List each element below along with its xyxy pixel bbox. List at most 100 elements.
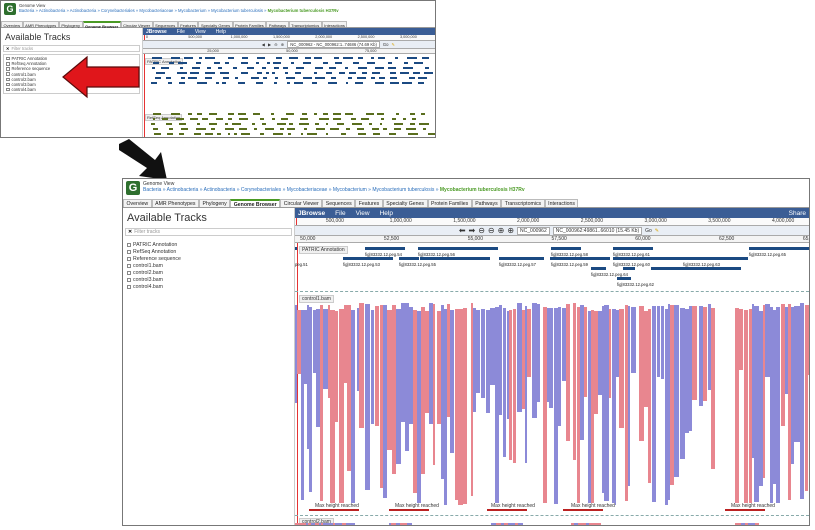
gene-feature[interactable]: [366, 62, 376, 64]
gene-feature[interactable]: [287, 133, 292, 135]
checkbox-icon[interactable]: [6, 77, 10, 82]
read-alignment[interactable]: [462, 307, 468, 504]
read-alignment[interactable]: [680, 307, 685, 460]
menu-view[interactable]: View: [355, 209, 370, 217]
read-alignment[interactable]: [403, 523, 408, 525]
gene-feature[interactable]: [190, 118, 199, 120]
track-item[interactable]: control2.bam: [6, 77, 137, 82]
read-alignment[interactable]: [765, 303, 770, 378]
read-alignment[interactable]: [608, 308, 612, 399]
gene-feature[interactable]: [390, 72, 396, 74]
gene-feature[interactable]: [224, 128, 235, 130]
gene-feature[interactable]: [315, 67, 324, 69]
read-alignment[interactable]: [391, 523, 396, 525]
gene-feature[interactable]: [237, 113, 246, 115]
read-alignment[interactable]: [342, 523, 347, 525]
read-alignment[interactable]: [735, 523, 739, 525]
read-alignment[interactable]: [473, 308, 477, 412]
read-alignment[interactable]: [517, 303, 523, 412]
read-alignment[interactable]: [624, 305, 628, 502]
gene-feature[interactable]: [304, 57, 311, 59]
gene-feature[interactable]: [407, 57, 417, 59]
gene-feature[interactable]: [260, 133, 265, 135]
genome-overview[interactable]: 500,000 1,000,000 1,500,000 2,000,000 2,500,…: [295, 218, 809, 226]
read-alignment[interactable]: [490, 307, 495, 386]
gene-feature[interactable]: [266, 62, 271, 64]
gene-feature[interactable]: [371, 72, 380, 74]
gene-feature[interactable]: [427, 133, 435, 135]
tab-phylogeny[interactable]: Phylogeny: [199, 199, 231, 207]
read-alignment[interactable]: [558, 307, 562, 427]
read-alignment[interactable]: [805, 304, 808, 491]
gene-feature[interactable]: [205, 77, 213, 79]
read-alignment[interactable]: [395, 523, 400, 525]
read-alignment[interactable]: [315, 523, 319, 525]
gene-feature[interactable]: [286, 113, 295, 115]
tab-protein-families[interactable]: Protein Families: [232, 21, 267, 28]
gene-feature[interactable]: [345, 67, 348, 69]
tab-sequences[interactable]: Sequences: [322, 199, 356, 207]
read-alignment[interactable]: [401, 303, 405, 423]
gene-feature[interactable]: [617, 277, 631, 280]
read-alignment[interactable]: [447, 303, 450, 417]
go-button[interactable]: Go: [645, 227, 652, 234]
read-alignment[interactable]: [670, 304, 675, 485]
read-alignment[interactable]: [312, 309, 317, 374]
read-alignment[interactable]: [631, 306, 637, 374]
gene-feature[interactable]: [417, 82, 424, 84]
gene-feature[interactable]: [169, 62, 174, 64]
read-alignment[interactable]: [297, 523, 303, 525]
breadcrumb-link[interactable]: Corynebacteriales: [101, 8, 135, 14]
read-alignment[interactable]: [491, 523, 496, 525]
read-alignment[interactable]: [413, 309, 417, 494]
read-alignment[interactable]: [583, 306, 588, 397]
track-item[interactable]: control4.bam: [6, 87, 137, 92]
checkbox-icon[interactable]: [127, 284, 131, 289]
gene-feature[interactable]: [216, 82, 219, 84]
zoom-out-icon[interactable]: ⊖: [274, 42, 278, 47]
gene-feature[interactable]: [371, 128, 380, 130]
gene-feature[interactable]: [410, 123, 415, 125]
checkbox-icon[interactable]: [6, 62, 10, 66]
read-alignment[interactable]: [800, 303, 805, 500]
gene-feature[interactable]: [360, 118, 369, 120]
gene-feature[interactable]: [286, 82, 291, 84]
gene-feature[interactable]: [199, 57, 202, 59]
gene-feature[interactable]: [411, 118, 416, 120]
zoom-out-icon[interactable]: ⊖: [478, 226, 485, 235]
gene-feature[interactable]: [393, 128, 402, 130]
gene-feature[interactable]: [183, 57, 193, 59]
breadcrumb-link[interactable]: Bacteria: [143, 187, 162, 194]
zoom-in-icon[interactable]: ⊕: [280, 42, 285, 47]
gene-feature[interactable]: [300, 133, 304, 135]
track-item[interactable]: Reference sequence: [127, 255, 290, 262]
read-alignment[interactable]: [740, 523, 745, 525]
gene-feature[interactable]: [315, 77, 326, 79]
read-alignment[interactable]: [458, 309, 463, 506]
gene-feature[interactable]: [314, 123, 319, 125]
gene-feature[interactable]: [285, 72, 289, 74]
tab-interactions[interactable]: Interactions: [544, 199, 579, 207]
gene-feature[interactable]: [280, 128, 284, 130]
read-alignment[interactable]: [807, 304, 809, 375]
read-alignment[interactable]: [754, 305, 760, 502]
menu-view[interactable]: View: [194, 28, 206, 35]
gene-feature[interactable]: [375, 67, 385, 69]
tab-circular-viewer[interactable]: Circular Viewer: [120, 21, 153, 28]
tab-amr-phenotypes[interactable]: AMR Phenotypes: [22, 21, 59, 28]
highlight-icon[interactable]: ✎: [654, 227, 659, 234]
read-alignment[interactable]: [512, 308, 517, 463]
read-alignment[interactable]: [309, 306, 312, 492]
go-button[interactable]: Go: [382, 42, 389, 47]
gene-feature[interactable]: [294, 72, 301, 74]
gene-feature[interactable]: [319, 118, 329, 120]
breadcrumb-link[interactable]: Actinobacteria: [203, 187, 236, 194]
gene-feature[interactable]: [345, 128, 350, 130]
track-item[interactable]: control1.bam: [6, 72, 137, 77]
gene-feature[interactable]: [151, 82, 158, 84]
read-alignment[interactable]: [785, 307, 789, 394]
gene-feature[interactable]: [193, 133, 201, 135]
read-alignment[interactable]: [588, 310, 592, 507]
read-alignment[interactable]: [571, 523, 574, 525]
filter-tracks-input[interactable]: ✕ Filter tracks: [125, 228, 292, 236]
